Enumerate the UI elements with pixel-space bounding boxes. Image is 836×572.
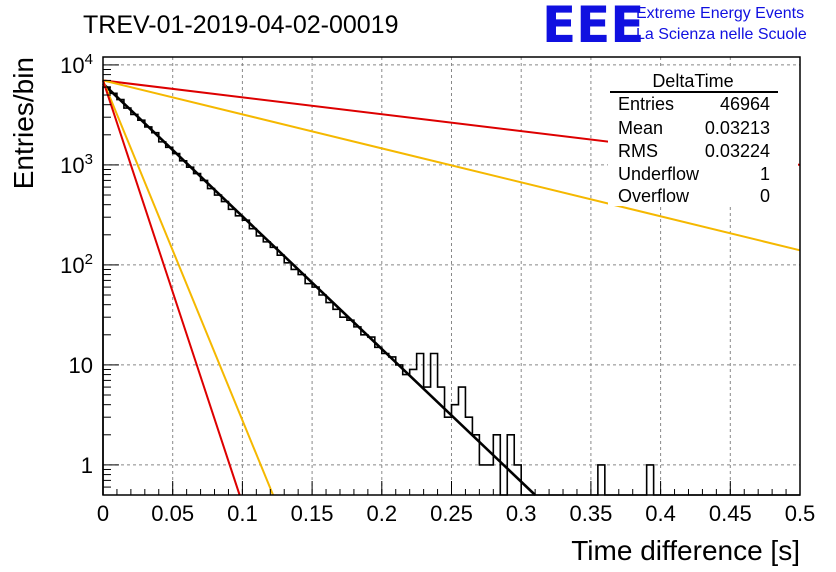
- stats-mean-label: Mean: [618, 118, 663, 138]
- y-tick-label: 10: [69, 353, 93, 378]
- x-axis: 0 0.05 0.1 0.15 0.2 0.25 0.3 0.35 0.4 0.45 0.5: [97, 481, 815, 526]
- y-tick-label: 1: [81, 453, 93, 478]
- stats-box: DeltaTime Entries 46964 Mean 0.03213 RMS…: [608, 68, 798, 206]
- x-tick-label: 0.4: [645, 501, 676, 526]
- fit-line-3: [102, 80, 274, 496]
- x-tick-label: 0: [97, 501, 109, 526]
- fit-line-0: [102, 82, 537, 496]
- x-tick-label: 0.25: [430, 501, 473, 526]
- logo-line1: Extreme Energy Events: [636, 5, 804, 22]
- fit-line-2: [102, 79, 801, 252]
- logo-line2: La Scienza nelle Scuole: [636, 26, 807, 43]
- stats-rms-label: RMS: [618, 141, 658, 161]
- x-tick-label: 0.3: [506, 501, 537, 526]
- stats-underflow-value: 1: [760, 164, 770, 184]
- stats-rms-value: 0.03224: [705, 141, 770, 161]
- x-tick-label: 0.05: [151, 501, 194, 526]
- eee-logo: EEE Extreme Energy Events La Scienza nel…: [542, 0, 807, 54]
- chart-title: TREV-01-2019-04-02-00019: [83, 11, 398, 39]
- logo-mark: EEE: [542, 0, 644, 54]
- stats-entries-label: Entries: [618, 94, 674, 114]
- stats-overflow-value: 0: [760, 186, 770, 206]
- stats-overflow-label: Overflow: [618, 186, 690, 206]
- x-tick-label: 0.1: [227, 501, 258, 526]
- x-tick-label: 0.15: [291, 501, 334, 526]
- x-tick-label: 0.45: [709, 501, 752, 526]
- x-tick-label: 0.2: [367, 501, 398, 526]
- x-axis-label: Time difference [s]: [571, 535, 800, 566]
- stats-title: DeltaTime: [652, 71, 733, 91]
- fit-line-4: [102, 80, 241, 496]
- x-tick-label: 0.35: [569, 501, 612, 526]
- grid: [103, 57, 800, 495]
- y-axis-label: Entries/bin: [8, 57, 39, 189]
- x-tick-label: 0.5: [785, 501, 816, 526]
- stats-mean-value: 0.03213: [705, 118, 770, 138]
- stats-underflow-label: Underflow: [618, 164, 700, 184]
- stats-entries-value: 46964: [720, 94, 770, 114]
